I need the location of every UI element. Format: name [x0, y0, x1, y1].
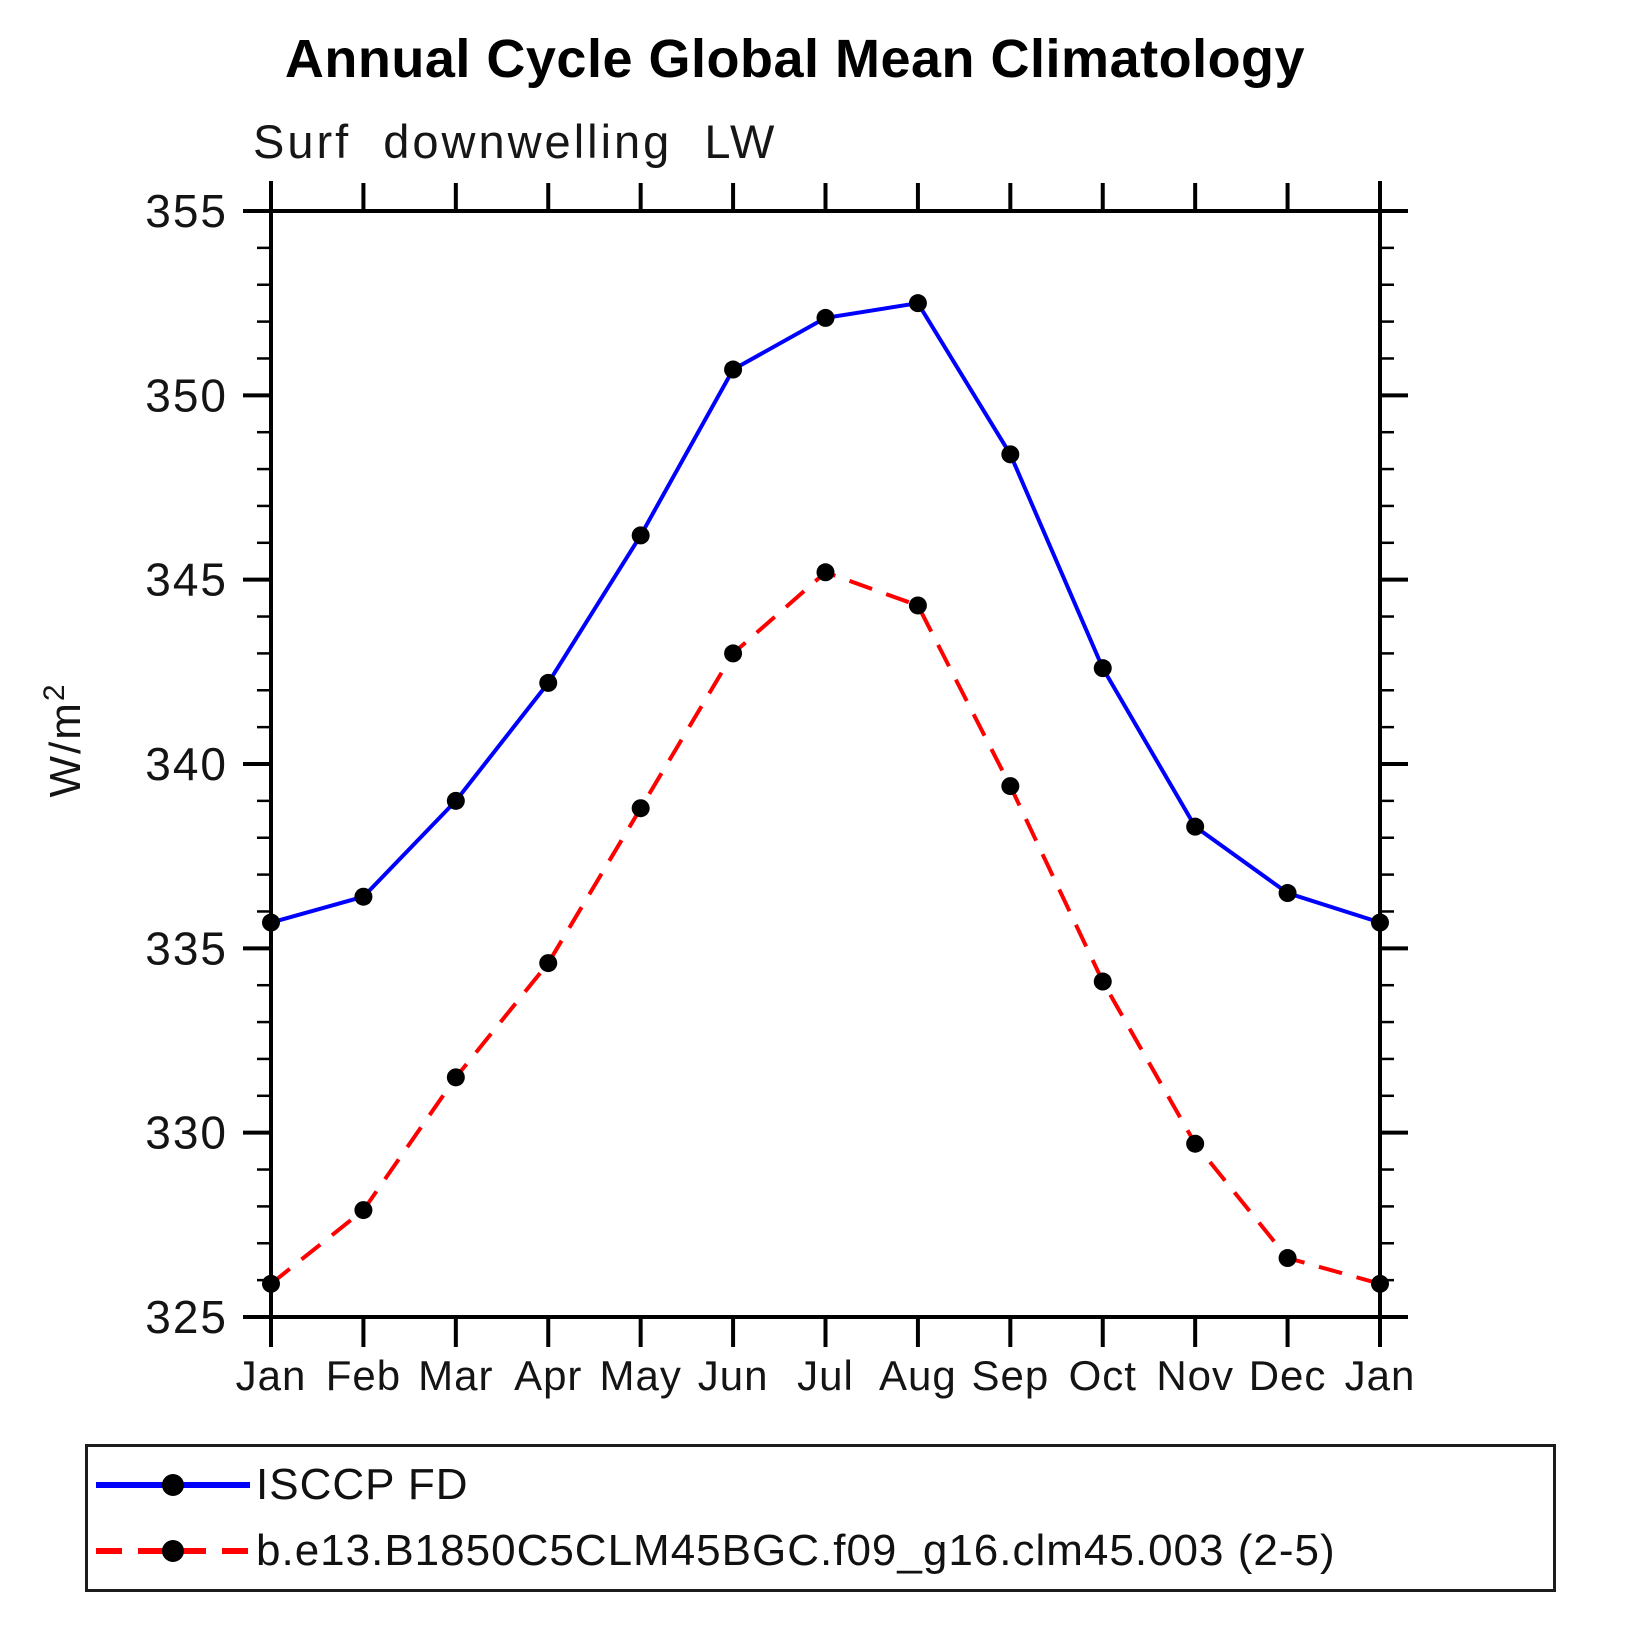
data-point-marker: [1093, 659, 1112, 678]
data-point-marker: [816, 308, 835, 327]
x-tick-label: Sep: [971, 1352, 1049, 1399]
data-point-marker: [1001, 777, 1020, 796]
data-point-marker: [446, 1068, 465, 1087]
series-line-0: [270, 300, 1381, 925]
legend-sample-solid-line: [96, 1474, 250, 1496]
y-tick-label: 350: [145, 369, 228, 421]
x-tick-label: May: [599, 1352, 681, 1399]
data-point-marker: [1278, 1249, 1297, 1268]
x-tick-label: Jul: [797, 1352, 854, 1399]
data-point-marker: [1371, 1274, 1389, 1293]
x-tick-label: Mar: [418, 1352, 493, 1399]
legend-item-observation: ISCCP FD: [92, 1458, 1553, 1512]
legend-label-observation: ISCCP FD: [256, 1460, 469, 1509]
x-tick-label: Jan: [1345, 1352, 1416, 1399]
x-tick-label: Jan: [236, 1352, 307, 1399]
data-point-marker: [1001, 445, 1020, 464]
data-point-marker: [1371, 913, 1389, 932]
y-tick-label: 330: [145, 1107, 228, 1159]
data-point-marker: [1278, 884, 1297, 903]
chart-title: Annual Cycle Global Mean Climatology: [284, 29, 1306, 89]
y-tick-label: 340: [145, 738, 228, 790]
legend-marker-icon: [162, 1474, 184, 1496]
y-tick-label: 325: [145, 1291, 228, 1343]
y-tick-label: 335: [145, 922, 228, 974]
y-axis-title: W/m2: [38, 682, 90, 797]
chart-subtitle: Surf downwelling LW: [253, 115, 778, 168]
legend-sample-dashed-line: [96, 1540, 250, 1562]
data-point-marker: [724, 644, 743, 663]
data-point-marker: [908, 294, 927, 313]
y-axis-title-text: W/m2: [38, 682, 90, 797]
data-point-marker: [908, 596, 927, 615]
x-tick-label: Jun: [698, 1352, 769, 1399]
legend-item-model: b.e13.B1850C5CLM45BGC.f09_g16.clm45.003 …: [92, 1524, 1553, 1578]
y-tick-label: 355: [145, 185, 228, 237]
data-point-marker: [262, 913, 280, 932]
data-point-marker: [262, 1274, 280, 1293]
data-point-marker: [631, 526, 650, 545]
data-point-marker: [354, 887, 373, 906]
data-point-marker: [539, 673, 558, 692]
legend: ISCCP FD b.e13.B1850C5CLM45BGC.f09_g16.c…: [85, 1444, 1556, 1592]
x-tick-label: Oct: [1069, 1352, 1137, 1399]
data-point-marker: [631, 799, 650, 818]
series-line-1: [269, 570, 1381, 1286]
legend-label-model: b.e13.B1850C5CLM45BGC.f09_g16.clm45.003 …: [256, 1526, 1336, 1575]
x-tick-label: Nov: [1156, 1352, 1234, 1399]
legend-marker-icon: [162, 1540, 184, 1562]
data-point-marker: [354, 1201, 373, 1220]
data-point-marker: [816, 563, 835, 582]
x-tick-label: Apr: [514, 1352, 582, 1399]
data-point-marker: [1186, 1134, 1205, 1153]
x-tick-label: Aug: [879, 1352, 957, 1399]
data-point-marker: [1186, 817, 1205, 836]
data-point-marker: [539, 954, 558, 973]
data-point-marker: [446, 791, 465, 810]
x-tick-label: Dec: [1249, 1352, 1327, 1399]
data-point-marker: [724, 360, 743, 379]
x-tick-label: Feb: [326, 1352, 401, 1399]
data-point-marker: [1093, 972, 1112, 991]
y-tick-label: 345: [145, 554, 228, 606]
